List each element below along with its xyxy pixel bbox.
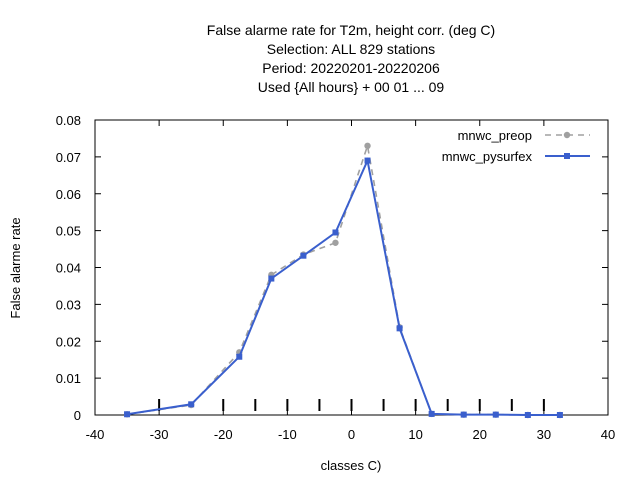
y-tick-label: 0.06 bbox=[56, 187, 81, 202]
legend-marker bbox=[563, 131, 571, 139]
y-tick-label: 0.08 bbox=[56, 113, 81, 128]
data-point bbox=[332, 239, 339, 246]
chart-title-line: Used {All hours} + 00 01 ... 09 bbox=[258, 79, 445, 95]
data-point bbox=[188, 401, 195, 408]
data-point bbox=[460, 411, 467, 418]
x-tick-label: 10 bbox=[408, 427, 422, 442]
chart-legend: mnwc_preop mnwc_pysurfex bbox=[442, 128, 590, 164]
x-tick-label: 20 bbox=[473, 427, 487, 442]
series-line bbox=[126, 157, 560, 416]
data-point bbox=[524, 412, 531, 418]
series-line bbox=[126, 145, 560, 416]
x-axis-label: classes C) bbox=[321, 458, 382, 473]
y-tick-label: 0.01 bbox=[56, 371, 81, 386]
y-tick-label: 0.03 bbox=[56, 297, 81, 312]
y-tick-label: 0.04 bbox=[56, 261, 81, 276]
x-tick-label: -40 bbox=[86, 427, 105, 442]
y-axis-label: False alarme rate bbox=[8, 217, 23, 318]
y-tick-label: 0.05 bbox=[56, 224, 81, 239]
plot-area-border bbox=[94, 119, 609, 416]
x-tick-label: -30 bbox=[150, 427, 169, 442]
x-tick-label: 40 bbox=[601, 427, 615, 442]
data-point bbox=[364, 157, 371, 164]
chart-title-line: Selection: ALL 829 stations bbox=[267, 41, 435, 57]
data-point bbox=[492, 411, 499, 418]
data-point bbox=[428, 410, 435, 417]
data-point bbox=[364, 142, 371, 150]
data-point bbox=[300, 252, 307, 259]
legend-marker bbox=[564, 153, 570, 159]
data-point bbox=[268, 275, 275, 282]
y-tick-label: 0.02 bbox=[56, 334, 81, 349]
y-tick-label: 0.07 bbox=[56, 150, 81, 165]
chart-axes: 0 0.01 0.02 0.03 0.04 0.05 0.06 0.07 0.08 -40 -30 -… bbox=[8, 113, 615, 473]
data-point bbox=[396, 325, 403, 332]
x-tick-label: -20 bbox=[214, 427, 233, 442]
legend-label: mnwc_preop bbox=[458, 128, 532, 143]
x-tick-label: 0 bbox=[348, 427, 355, 442]
data-point bbox=[556, 412, 563, 418]
legend-label: mnwc_pysurfex bbox=[442, 149, 533, 164]
chart-title-line: False alarme rate for T2m, height corr. … bbox=[207, 22, 495, 38]
y-tick-label: 0 bbox=[74, 408, 81, 423]
x-tick-label: -10 bbox=[278, 427, 297, 442]
class-markers bbox=[158, 399, 545, 411]
data-point bbox=[124, 411, 131, 418]
data-point bbox=[332, 229, 339, 236]
chart-title-line: Period: 20220201-20220206 bbox=[262, 60, 440, 76]
data-point bbox=[236, 353, 243, 360]
chart-title: False alarme rate for T2m, height corr. … bbox=[207, 22, 495, 95]
x-tick-label: 30 bbox=[537, 427, 551, 442]
chart-series bbox=[123, 142, 564, 419]
